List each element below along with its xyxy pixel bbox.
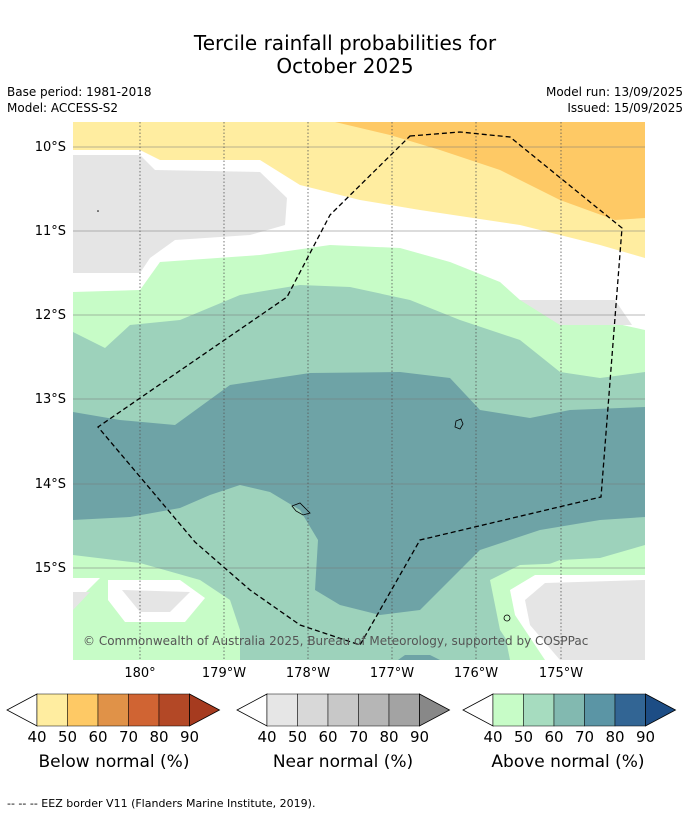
- island-east: [454, 418, 464, 430]
- colorbar-tick-label: 40: [257, 728, 277, 746]
- region-below-50: [335, 122, 645, 220]
- colorbar-label-above: Above normal (%): [491, 752, 645, 772]
- lon-label: 176°W: [454, 666, 498, 681]
- colorbars: [6, 693, 677, 727]
- region-above-60-south: [398, 655, 440, 660]
- base-period: Base period: 1981-2018: [7, 85, 152, 99]
- colorbar-segment: [553, 693, 585, 727]
- island-center: [291, 502, 311, 516]
- colorbar-tick-label: 50: [57, 728, 78, 746]
- model-name: Model: ACCESS-S2: [7, 101, 119, 115]
- eez-border: [97, 131, 623, 646]
- map-field: [73, 122, 645, 660]
- gridlines: [73, 146, 645, 569]
- colorbar-segment: [67, 693, 99, 727]
- lon-label: 180°: [124, 666, 155, 681]
- region-near-normal-east: [520, 300, 632, 325]
- colorbar-tick-label: 40: [27, 728, 47, 746]
- lat-label: 10°S: [35, 140, 66, 155]
- colorbar-segment: [266, 693, 298, 727]
- colorbar-extend-high: [419, 693, 451, 727]
- lon-label: 178°W: [286, 666, 330, 681]
- lat-label: 15°S: [35, 561, 66, 576]
- colorbar-extend-low: [236, 693, 268, 727]
- colorbar-tick-label: 50: [287, 728, 308, 746]
- lon-label: 179°W: [202, 666, 246, 681]
- meridians: [139, 122, 562, 660]
- issued-date: Issued: 15/09/2025: [567, 101, 683, 115]
- lat-label: 11°S: [35, 224, 66, 239]
- colorbar-extend-low: [462, 693, 494, 727]
- colorbar-tick-label: 70: [348, 728, 369, 746]
- colorbar-label-near: Near normal (%): [272, 752, 414, 772]
- colorbar-segment: [614, 693, 646, 727]
- colorbar-segment: [388, 693, 420, 727]
- colorbar-segment: [327, 693, 359, 727]
- map-title-line2: October 2025: [276, 54, 414, 78]
- model-run: Model run: 13/09/2025: [545, 85, 683, 99]
- colorbar-segment: [297, 693, 329, 727]
- colorbar-tick-label: 60: [88, 728, 108, 746]
- colorbar-tick-label: 60: [318, 728, 338, 746]
- colorbar-extend-low: [6, 693, 38, 727]
- colorbar-tick-label: 90: [635, 728, 656, 746]
- lon-label: 175°W: [539, 666, 583, 681]
- colorbar-tick-label: 50: [513, 728, 534, 746]
- colorbar-tick-label: 60: [544, 728, 564, 746]
- colorbar-extend-high: [645, 693, 677, 727]
- region-near-sw1: [73, 592, 90, 610]
- colorbar-segment: [584, 693, 616, 727]
- lat-label: 12°S: [35, 308, 66, 323]
- colorbar-segment: [358, 693, 390, 727]
- colorbar-extend-high: [189, 693, 221, 727]
- colorbar-tick-label: 90: [179, 728, 200, 746]
- region-near-normal-nw: [73, 155, 287, 273]
- colorbar-label-below: Below normal (%): [38, 752, 190, 772]
- colorbar-tick-label: 80: [379, 728, 399, 746]
- colorbar-segment: [36, 693, 68, 727]
- lon-label: 177°W: [370, 666, 414, 681]
- colorbar-tick-label: 40: [483, 728, 503, 746]
- lat-labels: 10°S 11°S 12°S 13°S 14°S 15°S: [35, 140, 66, 576]
- lat-label: 14°S: [35, 477, 66, 492]
- island-dot: [97, 210, 99, 212]
- colorbar-segment: [128, 693, 160, 727]
- colorbar-tick-label: 80: [149, 728, 169, 746]
- map-title-line1: Tercile rainfall probabilities for: [193, 31, 497, 55]
- region-near-sw2: [122, 590, 190, 612]
- eez-footnote: -- -- -- EEZ border V11 (Flanders Marine…: [7, 797, 316, 810]
- colorbar-tick-label: 90: [409, 728, 430, 746]
- island-south: [503, 614, 511, 622]
- colorbar-segment: [523, 693, 555, 727]
- lon-labels: 180° 179°W 178°W 177°W 176°W 175°W: [124, 666, 583, 681]
- colorbar-tick-label: 80: [605, 728, 625, 746]
- region-above-60: [73, 372, 645, 615]
- colorbar-segment: [97, 693, 129, 727]
- copyright-text: © Commonwealth of Australia 2025, Bureau…: [83, 634, 588, 648]
- region-near-se: [525, 580, 645, 660]
- colorbar-tick-label: 70: [574, 728, 595, 746]
- lat-label: 13°S: [35, 392, 66, 407]
- colorbar-segment: [158, 693, 190, 727]
- colorbar-segment: [492, 693, 524, 727]
- colorbar-tick-label: 70: [118, 728, 139, 746]
